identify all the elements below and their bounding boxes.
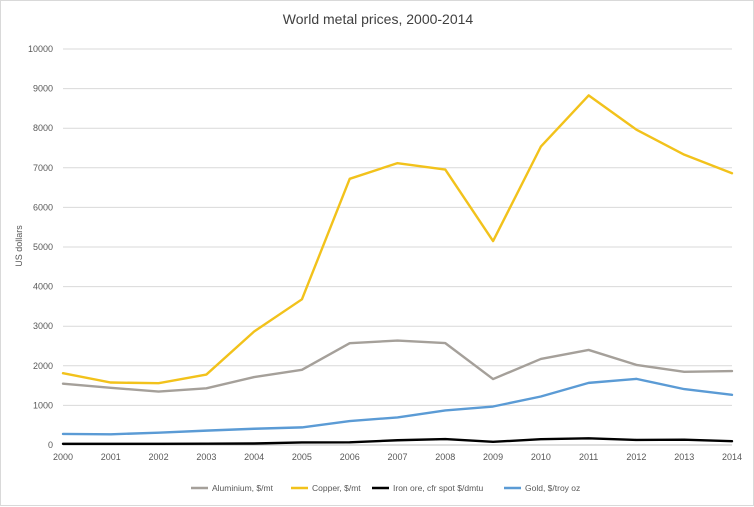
y-tick-label: 2000 (33, 361, 53, 371)
y-tick-label: 1000 (33, 400, 53, 410)
y-tick-label: 4000 (33, 282, 53, 292)
x-tick-label: 2000 (53, 452, 73, 462)
legend-label: Aluminium, $/mt (212, 483, 274, 493)
y-tick-label: 0 (48, 440, 53, 450)
x-tick-label: 2014 (722, 452, 742, 462)
x-tick-label: 2005 (292, 452, 312, 462)
legend-label: Copper, $/mt (312, 483, 361, 493)
x-tick-label: 2007 (387, 452, 407, 462)
x-tick-label: 2003 (196, 452, 216, 462)
x-tick-label: 2008 (435, 452, 455, 462)
y-tick-label: 7000 (33, 163, 53, 173)
x-tick-label: 2011 (579, 452, 598, 462)
x-tick-label: 2001 (101, 452, 121, 462)
y-tick-label: 10000 (28, 44, 53, 54)
y-tick-label: 3000 (33, 321, 53, 331)
x-tick-label: 2002 (149, 452, 169, 462)
chart-title: World metal prices, 2000-2014 (283, 11, 474, 27)
series-line-2 (61, 94, 734, 385)
y-tick-label: 8000 (33, 123, 53, 133)
x-axis-ticks: 2000 2001 2002 2003 2004 2005 2006 2007 2008 2009… (53, 452, 742, 462)
gridlines (63, 48, 732, 446)
y-tick-label: 5000 (33, 242, 53, 252)
legend-label: Iron ore, cfr spot $/dmtu (393, 483, 484, 493)
y-tick-label: 9000 (33, 84, 53, 94)
x-tick-label: 2009 (483, 452, 503, 462)
x-tick-label: 2013 (674, 452, 694, 462)
y-axis-ticks: 0 1000 2000 3000 4000 5000 6000 7000 8000 9000 100… (28, 44, 53, 450)
series-lines (61, 94, 734, 446)
series-line-4 (61, 377, 734, 436)
series-line-3 (61, 437, 734, 446)
x-tick-label: 2010 (531, 452, 551, 462)
y-axis-label: US dollars (14, 225, 24, 267)
x-tick-label: 2006 (340, 452, 360, 462)
x-tick-label: 2004 (244, 452, 264, 462)
series-line-1 (61, 339, 734, 393)
legend: Aluminium, $/mt Copper, $/mt Iron ore, cfr… (191, 483, 580, 493)
x-tick-label: 2012 (626, 452, 646, 462)
legend-label: Gold, $/troy oz (525, 483, 580, 493)
y-tick-label: 6000 (33, 202, 53, 212)
